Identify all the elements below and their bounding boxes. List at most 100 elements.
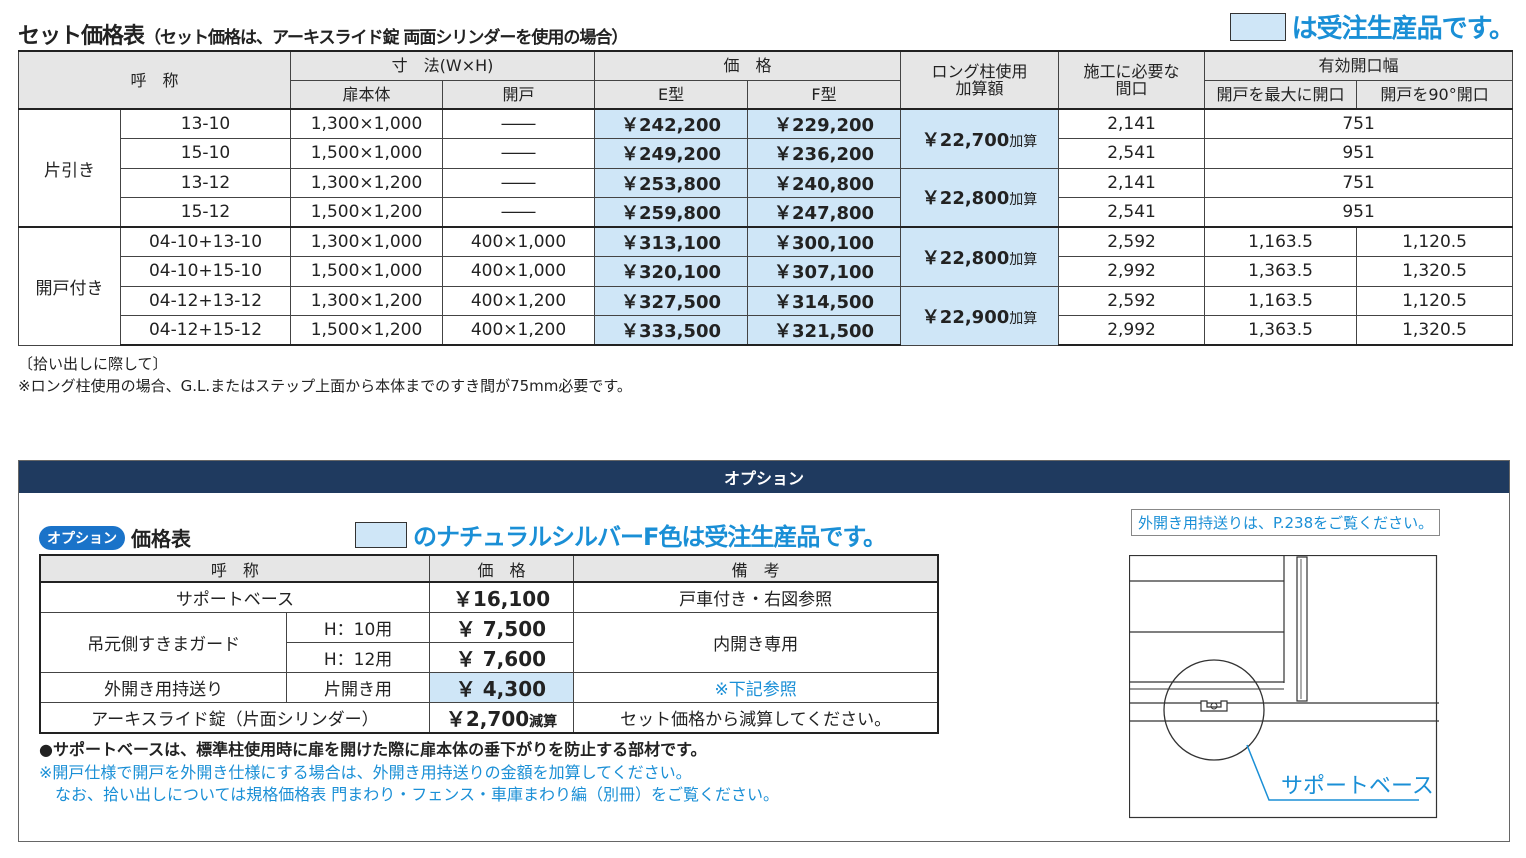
code-cell: 04-10+13-10 [119, 226, 292, 257]
door-cell: 1,500×1,000 [290, 256, 444, 287]
eff-90-cell: 1,120.5 [1356, 285, 1514, 316]
opt-name-cell: サポートベース [39, 581, 430, 613]
eff-90-cell: 1,120.5 [1356, 226, 1514, 257]
opt-sub-cell: H：12用 [286, 642, 430, 673]
f-price-cell: ￥247,800 [747, 197, 902, 228]
group-label: 開戸付き [18, 226, 121, 346]
table-row: アーキスライド錠（片面シリンダー） ￥2,700減算 セット価格から減算してくだ… [39, 702, 939, 734]
legend-swatch [355, 521, 407, 548]
opt-sub-cell: H：10用 [286, 612, 430, 643]
table-row: 15-12 1,500×1,200 ―― ￥259,800 ￥247,800 2… [19, 197, 1514, 228]
table-row: 04-12+13-12 1,300×1,200 400×1,200 ￥327,5… [19, 285, 1514, 346]
eff-max-cell: 1,163.5 [1204, 226, 1358, 257]
opt-price-cell: ￥2,700減算 [428, 702, 575, 734]
outward-note: ※開戸仕様で開戸を外開き仕様にする場合は、外開き用持送りの金額を加算してください… [39, 763, 692, 782]
code-cell: 04-10+15-10 [119, 256, 292, 287]
eff-max-cell: 1,363.5 [1204, 256, 1358, 287]
eff-cell: 751 [1204, 167, 1514, 198]
opt-hdr-name: 呼 称 [39, 554, 430, 583]
support-base-diagram: サポートベース [1129, 555, 1439, 819]
f-price-cell: ￥300,100 [747, 226, 902, 257]
option-header-bar: オプション [19, 461, 1509, 493]
opt-remarks-cell: 内開き専用 [573, 612, 939, 673]
kaido-cell: ―― [442, 108, 596, 139]
opt-name-cell: アーキスライド錠（片面シリンダー） [39, 702, 430, 734]
group-label: 片引き [18, 108, 121, 228]
support-base-note: ●サポートベースは、標準柱使用時に扉を開けた際に扉本体の垂下がりを防止する部材で… [39, 740, 707, 759]
e-price-cell: ￥242,200 [594, 108, 749, 139]
code-cell: 15-10 [119, 138, 292, 169]
kaido-cell: ―― [442, 167, 596, 198]
hdr-f-type: F型 [747, 79, 902, 110]
door-cell: 1,300×1,200 [290, 167, 444, 198]
f-price-cell: ￥236,200 [747, 138, 902, 169]
option-section: オプション オプション 価格表 のナチュラルシルバーF色は受注生産品です。 呼 … [18, 460, 1510, 842]
table-row: 吊元側すきまガード H：10用 ￥ 7,500 内開き専用 [39, 612, 939, 673]
option-price-table: 呼 称 価 格 備 考 サポートベース ￥16,100 戸車付き・右図参照 吊元… [39, 554, 939, 734]
kaido-cell: 400×1,200 [442, 315, 596, 346]
table-row: 04-12+15-12 1,500×1,200 400×1,200 ￥333,5… [19, 315, 1514, 346]
opening-cell: 2,141 [1058, 108, 1206, 139]
code-cell: 15-12 [119, 197, 292, 228]
door-cell: 1,500×1,000 [290, 138, 444, 169]
long-col-cell: ￥22,700加算 [900, 108, 1060, 169]
hdr-opening: 施工に必要な 間口 [1058, 50, 1206, 110]
door-cell: 1,500×1,200 [290, 315, 444, 346]
kaido-cell: 400×1,000 [442, 256, 596, 287]
set-price-title: セット価格表（セット価格は、アーキスライド錠 両面シリンダーを使用の場合） [18, 24, 628, 49]
opt-name-cell: 吊元側すきまガード [39, 612, 288, 673]
opt-hdr-price: 価 格 [428, 554, 575, 583]
long-col-cell: ￥22,800加算 [900, 226, 1060, 287]
eff-max-cell: 1,363.5 [1204, 315, 1358, 346]
door-cell: 1,300×1,200 [290, 285, 444, 316]
opening-cell: 2,992 [1058, 256, 1206, 287]
option-pill-badge: オプション [39, 525, 125, 550]
support-base-label: サポートベース [1281, 774, 1434, 799]
option-price-title: オプション 価格表 [39, 523, 191, 552]
f-price-cell: ￥229,200 [747, 108, 902, 139]
eff-90-cell: 1,320.5 [1356, 256, 1514, 287]
table-row: 04-10+15-10 1,500×1,000 400×1,000 ￥320,1… [19, 256, 1514, 287]
table-row: サポートベース ￥16,100 戸車付き・右図参照 [39, 581, 939, 613]
f-price-cell: ￥307,100 [747, 256, 902, 287]
table-row: 開戸付き 04-10+13-10 1,300×1,000 400×1,000 ￥… [18, 226, 1514, 346]
hdr-eff-max: 開戸を最大に開口 [1204, 79, 1358, 110]
hdr-long-col: ロング柱使用 加算額 [900, 50, 1060, 110]
opt-price-cell: ￥ 7,600 [428, 642, 575, 673]
hdr-dims: 寸 法(W×H) [290, 50, 596, 81]
e-price-cell: ￥327,500 [594, 285, 749, 316]
opt-remarks-link[interactable]: ※下記参照 [573, 672, 939, 703]
opt-price-cell: ￥ 4,300 [428, 672, 575, 703]
set-price-table: 呼 称 寸 法(W×H) 価 格 ロング柱使用 加算額 施工に必要な 間口 有効… [17, 50, 1514, 346]
table-row: 片引き 13-10 1,300×1,000 ―― ￥242,200 ￥229,2… [18, 108, 1514, 228]
hdr-price: 価 格 [594, 50, 902, 81]
opening-cell: 2,541 [1058, 197, 1206, 228]
hdr-e-type: E型 [594, 79, 749, 110]
option-table-title: 価格表 [131, 527, 191, 551]
door-cell: 1,500×1,200 [290, 197, 444, 228]
long-col-cell: ￥22,900加算 [900, 285, 1060, 346]
e-price-cell: ￥253,800 [594, 167, 749, 198]
door-cell: 1,300×1,000 [290, 226, 444, 257]
opt-price-cell: ￥ 7,500 [428, 612, 575, 643]
table-row: H：12用 ￥ 7,600 [40, 642, 938, 673]
pickup-note-heading: 〔拾い出しに際して〕 [18, 355, 168, 373]
opening-cell: 2,541 [1058, 138, 1206, 169]
kaido-cell: ―― [442, 138, 596, 169]
e-price-cell: ￥320,100 [594, 256, 749, 287]
e-price-cell: ￥313,100 [594, 226, 749, 257]
table-row: 15-10 1,500×1,000 ―― ￥249,200 ￥236,200 2… [19, 138, 1514, 169]
door-cell: 1,300×1,000 [290, 108, 444, 139]
code-cell: 13-12 [119, 167, 292, 198]
f-price-cell: ￥314,500 [747, 285, 902, 316]
kaido-cell: 400×1,200 [442, 285, 596, 316]
legend-text: は受注生産品です。 [1291, 14, 1515, 44]
kaido-cell: ―― [442, 197, 596, 228]
opt-remarks-cell: 戸車付き・右図参照 [573, 581, 939, 613]
legend-swatch [1229, 12, 1286, 41]
table-row: 外開き用持送り 片開き用 ￥ 4,300 ※下記参照 [39, 672, 939, 703]
pickup-note-body: ※ロング柱使用の場合、G.L.またはステップ上面から本体までのすき間が75mm必… [18, 377, 632, 395]
eff-cell: 951 [1204, 197, 1514, 228]
opt-price-cell: ￥16,100 [428, 581, 575, 613]
opening-cell: 2,592 [1058, 285, 1206, 316]
